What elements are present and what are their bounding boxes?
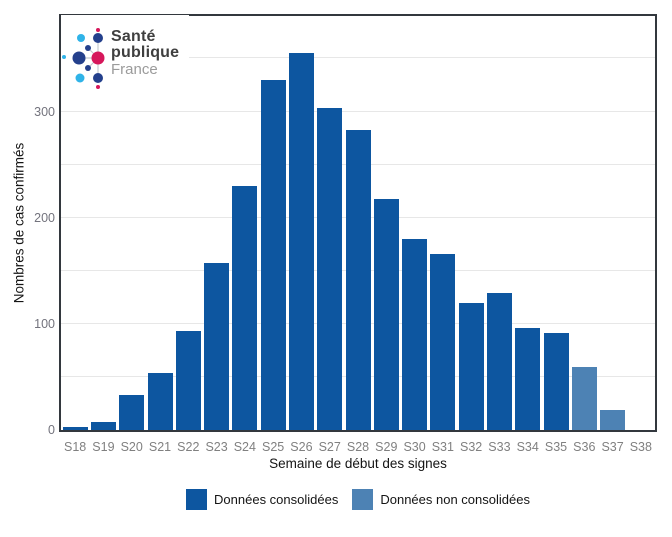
x-tick-label-S33: S33 (488, 440, 511, 454)
y-tick-label-0: 0 (48, 423, 55, 437)
bar-S26-consolidated (288, 53, 314, 430)
y-tick-label-100: 100 (34, 316, 55, 331)
x-tick-label-S28: S28 (346, 440, 370, 454)
bar-S29-consolidated (373, 198, 399, 430)
x-tick-label-S18: S18 (64, 440, 87, 454)
bar-S22-consolidated (175, 331, 201, 430)
gridline-300 (61, 110, 655, 112)
bar-S37-non-consolidated (600, 409, 626, 430)
plot-area (59, 14, 657, 432)
bar-S33-consolidated (486, 293, 512, 430)
x-axis-title: Semaine de début des signes (269, 456, 447, 471)
legend-swatch-consolidated (186, 489, 208, 510)
bars (61, 16, 655, 430)
y-tick-label-200: 200 (34, 210, 55, 225)
gridline-350 (61, 57, 655, 59)
bar-S28-consolidated (345, 129, 371, 430)
legend-swatch-non_consolidated (352, 489, 374, 510)
bar-S21-consolidated (147, 372, 173, 430)
sante-publique-france-logo: Santé publique France (61, 15, 189, 99)
logo-line-2: publique (111, 44, 180, 61)
bar-S32-consolidated (458, 302, 484, 430)
x-tick-label-S38: S38 (629, 440, 652, 454)
x-tick-label-S21: S21 (148, 440, 172, 454)
x-tick-label-S20: S20 (120, 440, 143, 454)
x-tick-label-S37: S37 (601, 440, 624, 454)
bar-S24-consolidated (232, 185, 258, 430)
logo-line-3: France (111, 61, 158, 78)
x-tick-label-S30: S30 (403, 440, 426, 454)
y-tick-label-300: 300 (34, 104, 55, 119)
bar-S31-consolidated (430, 253, 456, 430)
bar-S25-consolidated (260, 79, 286, 430)
legend-label-non_consolidated: Données non consolidées (380, 492, 530, 507)
bar-S34-consolidated (515, 328, 541, 430)
logo-line-1: Santé (111, 28, 156, 45)
x-tick-label-S35: S35 (544, 440, 568, 454)
bar-S19-consolidated (90, 421, 116, 430)
bar-S36-non-consolidated (571, 367, 597, 430)
x-tick-label-S25: S25 (262, 440, 285, 454)
logo-text: Santé publique France (111, 29, 179, 78)
x-tick-label-S27: S27 (318, 440, 341, 454)
x-tick-label-S22: S22 (177, 440, 200, 454)
bar-S20-consolidated (119, 394, 145, 430)
x-tick-label-S23: S23 (205, 440, 228, 454)
x-tick-label-S34: S34 (516, 440, 539, 454)
x-tick-label-S32: S32 (460, 440, 483, 454)
bar-S30-consolidated (402, 238, 428, 430)
bar-S23-consolidated (204, 263, 230, 430)
x-tick-label-S29: S29 (375, 440, 398, 454)
bar-S35-consolidated (543, 333, 569, 430)
bar-S18-consolidated (62, 426, 88, 430)
legend-item-consolidated: Données consolidées (186, 489, 338, 510)
legend-item-non_consolidated: Données non consolidées (352, 489, 530, 510)
legend: Données consolidées Données non consolidé… (59, 489, 657, 510)
x-tick-label-S31: S31 (431, 440, 454, 454)
bar-S27-consolidated (317, 108, 343, 430)
logo-dots-icon (62, 28, 105, 89)
legend-label-consolidated: Données consolidées (214, 492, 339, 507)
x-tick-label-S19: S19 (92, 440, 115, 454)
x-tick-label-S36: S36 (573, 440, 596, 454)
x-tick-label-S26: S26 (290, 440, 313, 454)
x-tick-label-S24: S24 (233, 440, 256, 454)
